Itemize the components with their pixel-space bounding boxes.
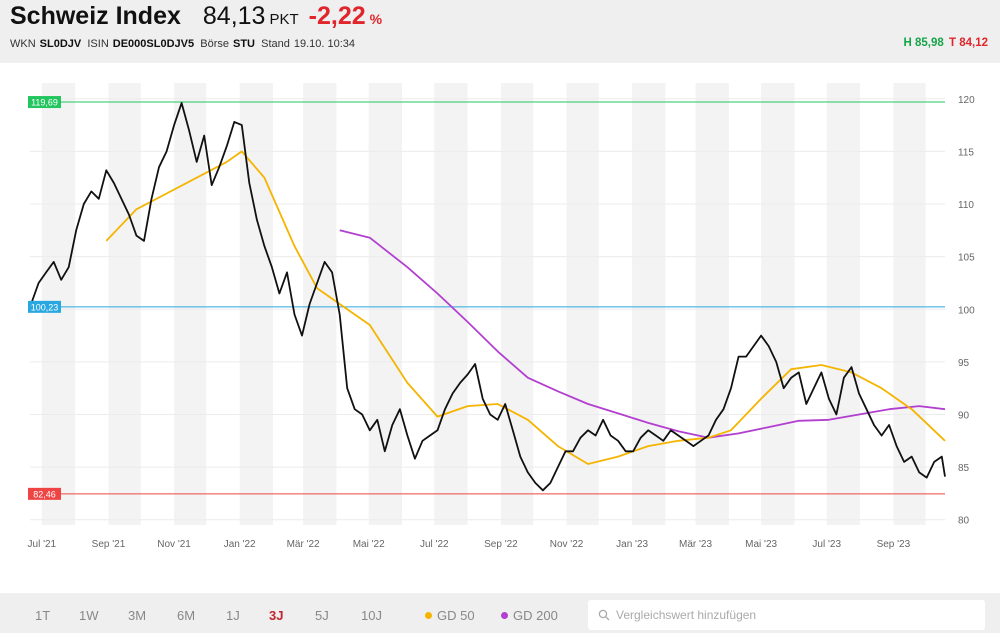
change-unit: %	[369, 11, 383, 27]
x-tick-label: Nov '22	[550, 539, 584, 550]
reference-lines	[30, 101, 945, 495]
svg-text:119,69: 119,69	[31, 98, 58, 108]
x-tick-label: Sep '22	[484, 539, 518, 550]
x-tick-label: Mai '23	[745, 539, 777, 550]
y-tick-label: 100	[958, 305, 975, 316]
gd50-line	[105, 150, 946, 465]
legend-gd200-label: GD 200	[513, 608, 558, 623]
grid-band	[761, 83, 795, 525]
x-tick-label: Mär '22	[287, 539, 320, 550]
y-tick-label: 120	[958, 95, 975, 106]
y-axis: 80 85 90 95 100 105 110 115 120	[30, 95, 975, 527]
x-tick-label: Jan '23	[616, 539, 648, 550]
time-label: Stand	[261, 38, 290, 50]
gd200-line	[339, 229, 946, 439]
reference-label: 100,23	[28, 300, 61, 313]
range-1j[interactable]: 1J	[226, 608, 240, 623]
svg-text:82,46: 82,46	[33, 489, 56, 499]
grid-band	[695, 83, 729, 525]
high-low: H 85,98 T 84,12	[904, 37, 988, 49]
isin-label: ISIN	[87, 38, 109, 50]
quote-header: Schweiz Index 84,13 PKT -2,22 % WKN SL0DJ…	[0, 0, 1000, 63]
grid-band	[368, 83, 403, 525]
x-tick-label: Jul '22	[420, 539, 449, 550]
meta-row: WKN SL0DJV ISIN DE000SL0DJV5 Börse STU Stan…	[10, 38, 359, 50]
y-tick-label: 85	[958, 463, 970, 474]
range-3j[interactable]: 3J	[269, 608, 284, 623]
wkn-label: WKN	[10, 38, 36, 50]
exchange-value: STU	[232, 38, 255, 50]
x-tick-label: Mär '23	[679, 539, 712, 550]
day-high: H 85,98	[903, 37, 944, 49]
price-unit: PKT	[269, 11, 299, 28]
x-tick-label: Mai '22	[353, 539, 385, 550]
price-line	[30, 102, 946, 492]
compare-input[interactable]	[616, 608, 976, 622]
x-axis: Jul '21 Sep '21 Nov '21 Jan '22 Mär '22 Mai '…	[28, 539, 911, 550]
chart-footer: 1T 1W 3M 6M 1J 3J 5J 10J GD 50 GD 200	[0, 593, 1000, 633]
reference-labels: 119,69 100,23 82,46	[28, 96, 61, 500]
y-tick-label: 90	[958, 411, 970, 422]
grid-band	[632, 83, 666, 525]
grid-band	[303, 83, 337, 525]
grid-band	[434, 83, 468, 525]
range-1t[interactable]: 1T	[35, 608, 51, 623]
instrument-name: Schweiz Index	[10, 2, 181, 30]
title-row: Schweiz Index 84,13 PKT -2,22 %	[10, 2, 382, 31]
isin-value: DE000SL0DJV5	[112, 38, 195, 50]
svg-text:100,23: 100,23	[31, 302, 59, 312]
gd200-dot-icon	[501, 612, 508, 620]
grid-band	[174, 83, 207, 525]
range-10j[interactable]: 10J	[361, 608, 382, 623]
x-tick-label: Nov '21	[157, 539, 191, 550]
grid-band	[108, 83, 141, 525]
x-tick-label: Jul '23	[812, 539, 841, 550]
y-tick-label: 105	[958, 253, 975, 264]
grid-band	[500, 83, 534, 525]
range-3m[interactable]: 3M	[128, 608, 147, 623]
x-tick-label: Jul '21	[28, 539, 57, 550]
compare-box[interactable]	[588, 600, 985, 630]
grid-band	[826, 83, 861, 525]
price-chart[interactable]: 80 85 90 95 100 105 110 115 120 Jul '21 Sep '21 No…	[0, 63, 1000, 590]
x-tick-label: Jan '22	[224, 539, 256, 550]
y-tick-label: 115	[958, 147, 974, 158]
y-tick-label: 110	[958, 200, 974, 211]
chart-area[interactable]: 80 85 90 95 100 105 110 115 120 Jul '21 Sep '21 No…	[0, 63, 1000, 590]
range-1w[interactable]: 1W	[79, 608, 99, 623]
series-lines	[30, 102, 946, 492]
legend-gd200[interactable]: GD 200	[501, 608, 558, 623]
time-value: 19.10. 10:34	[293, 38, 356, 50]
grid-band	[566, 83, 599, 525]
gd50-dot-icon	[425, 612, 432, 620]
search-icon	[598, 609, 610, 621]
change-value: -2,22	[308, 2, 366, 30]
reference-label: 82,46	[28, 487, 61, 500]
wkn-value: SL0DJV	[39, 38, 82, 50]
day-low: T 84,12	[949, 37, 988, 49]
reference-label: 119,69	[28, 96, 61, 109]
legend-gd50-label: GD 50	[437, 608, 475, 623]
y-tick-label: 80	[958, 516, 970, 527]
y-tick-label: 95	[958, 358, 970, 369]
x-tick-label: Sep '21	[92, 539, 126, 550]
grid-bands	[41, 83, 926, 525]
range-6m[interactable]: 6M	[177, 608, 196, 623]
legend-gd50[interactable]: GD 50	[425, 608, 475, 623]
range-5j[interactable]: 5J	[315, 608, 329, 623]
exchange-label: Börse	[200, 38, 229, 50]
price-value: 84,13	[202, 2, 266, 30]
x-tick-label: Sep '23	[877, 539, 911, 550]
